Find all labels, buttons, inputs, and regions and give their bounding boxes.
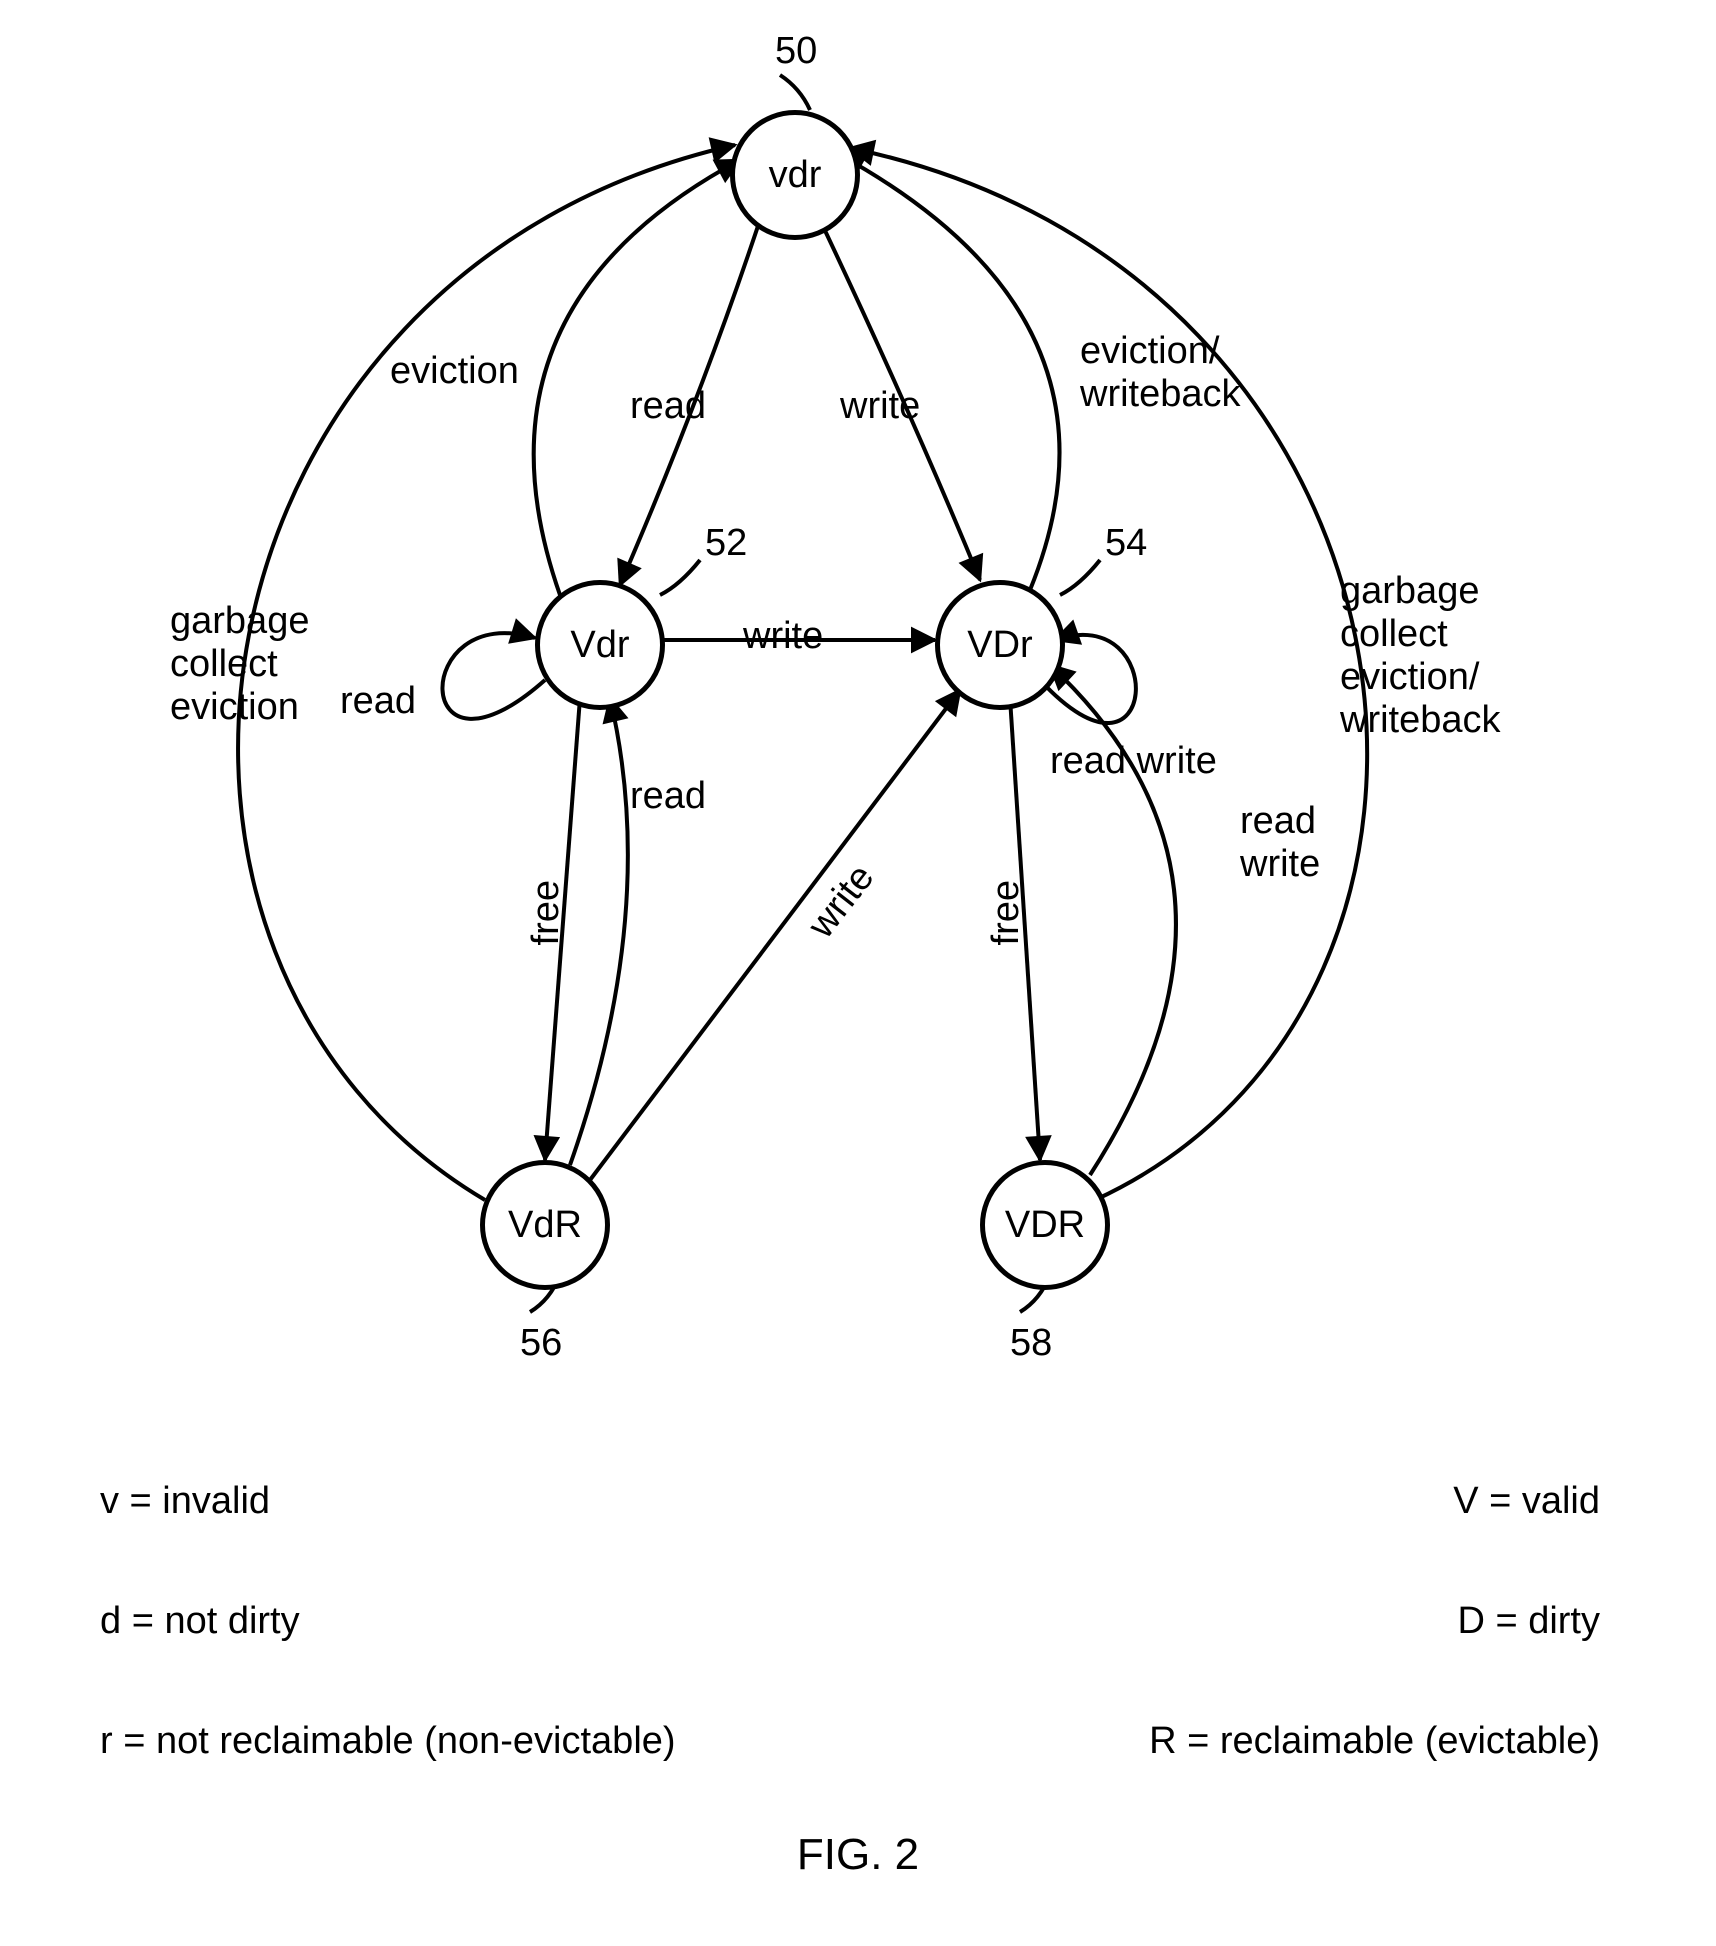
state-node-VDr: VDr (935, 580, 1065, 710)
edge-VDR-vdr-13 (850, 148, 1367, 1200)
edge-label-VDr-vdr-4: eviction/ writeback (1080, 330, 1241, 416)
edge-Vdr-Vdr-5 (442, 633, 545, 719)
figure-caption: FIG. 2 (40, 1830, 1676, 1880)
legend-right-2: R = reclaimable (evictable) (1149, 1720, 1600, 1763)
edge-label-Vdr-VdR-7: free (525, 880, 568, 945)
id-mark-vdr (780, 75, 810, 110)
node-id-VDr: 54 (1105, 522, 1147, 565)
node-id-vdr: 50 (775, 30, 817, 73)
edge-label-VDr-VDr-6: read write (1050, 740, 1217, 783)
edge-label-VDr-VDR-8: free (985, 880, 1028, 945)
edge-VDr-vdr-4 (840, 155, 1060, 590)
id-mark-VDr (1060, 560, 1100, 595)
node-id-VDR: 58 (1010, 1322, 1052, 1365)
edge-label-VdR-vdr-12: garbage collect eviction (170, 600, 309, 729)
legend-row-2: r = not reclaimable (non-evictable) R = r… (100, 1720, 1600, 1763)
edge-VdR-vdr-12 (238, 145, 735, 1200)
state-node-VDR: VDR (980, 1160, 1110, 1290)
state-node-Vdr: Vdr (535, 580, 665, 710)
edge-label-VdR-Vdr-9: read (630, 775, 706, 818)
edge-VdR-VDr-10 (590, 690, 960, 1180)
edge-label-vdr-VDr-1: write (840, 385, 920, 428)
id-mark-Vdr (660, 560, 700, 595)
legend-row-0: v = invalid V = valid (100, 1480, 1600, 1523)
node-id-Vdr: 52 (705, 522, 747, 565)
edge-VdR-Vdr-9 (570, 698, 628, 1165)
node-id-VdR: 56 (520, 1322, 562, 1365)
legend-right-0: V = valid (1453, 1480, 1600, 1523)
edge-label-Vdr-VDr-2: write (743, 615, 823, 658)
edge-label-vdr-Vdr-0: read (630, 385, 706, 428)
edge-label-Vdr-vdr-3: eviction (390, 350, 519, 393)
edge-label-VDR-vdr-13: garbage collect eviction/ writeback (1340, 570, 1501, 742)
legend-right-1: D = dirty (1457, 1600, 1600, 1643)
diagram-canvas: vdr Vdr VDr VdR VDR read write write eviction ev… (40, 40, 1676, 1906)
legend-left-1: d = not dirty (100, 1600, 300, 1643)
state-node-VdR: VdR (480, 1160, 610, 1290)
legend-row-1: d = not dirty D = dirty (100, 1600, 1600, 1643)
state-node-vdr: vdr (730, 110, 860, 240)
legend-left-2: r = not reclaimable (non-evictable) (100, 1720, 676, 1763)
edge-label-Vdr-Vdr-5: read (340, 680, 416, 723)
edge-label-VDR-VDr-11: read write (1240, 800, 1320, 886)
legend-left-0: v = invalid (100, 1480, 270, 1523)
